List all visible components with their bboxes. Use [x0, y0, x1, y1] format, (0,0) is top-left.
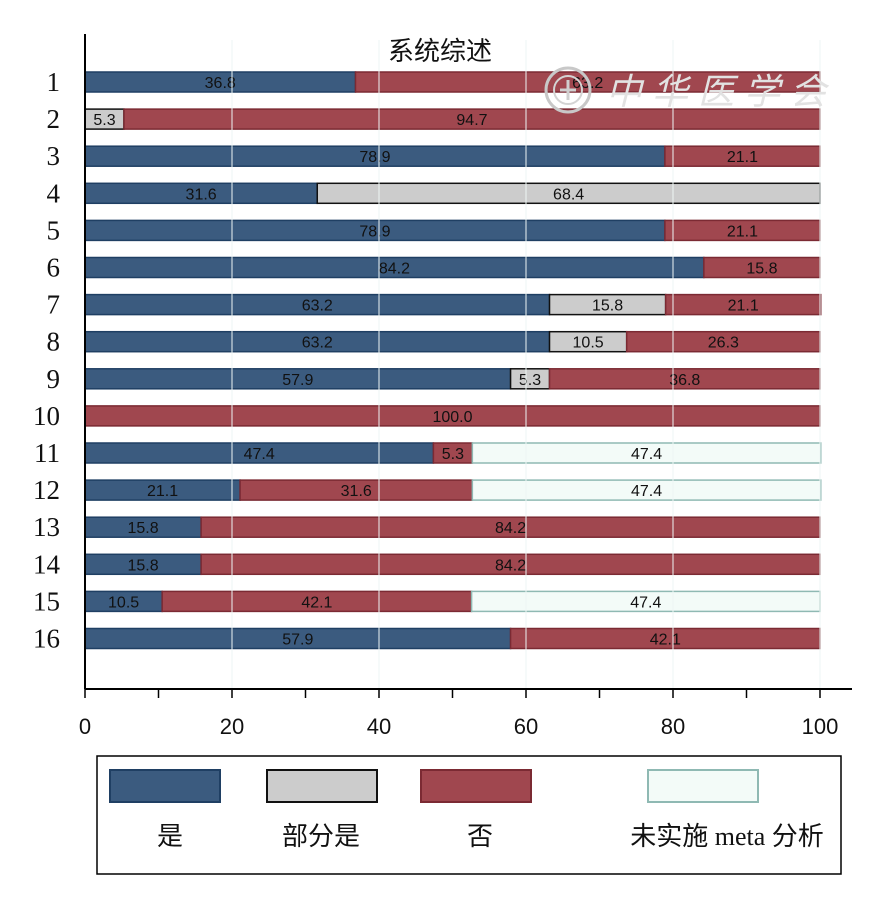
- x-tick-label: 0: [79, 714, 91, 739]
- bar-value-label: 78.9: [359, 223, 390, 240]
- legend-label-s2: 部分是: [282, 822, 360, 851]
- category-label-10: 10: [33, 401, 60, 431]
- category-label-12: 12: [33, 475, 60, 505]
- bar-value-label: 63.2: [302, 298, 333, 315]
- bar-value-label: 84.2: [495, 520, 526, 537]
- bar-segment-12-s4: [471, 479, 822, 501]
- category-label-4: 4: [47, 178, 61, 208]
- bar-value-label: 42.1: [650, 632, 681, 649]
- legend-swatch-s3: [420, 769, 532, 803]
- bar-row-16: 57.9 42.1: [84, 627, 821, 650]
- category-label-13: 13: [33, 512, 60, 542]
- bar-row-9: 57.9 5.3 36.8: [84, 368, 821, 390]
- watermark-logo: 中华医学会: [544, 66, 836, 114]
- bar-row-2: 5.3 94.7: [84, 108, 821, 130]
- legend-swatch-s4: [647, 769, 759, 803]
- x-tick-label: 60: [514, 714, 538, 739]
- bar-value-label: 21.1: [147, 483, 178, 500]
- bar-value-label: 84.2: [495, 557, 526, 574]
- category-label-16: 16: [33, 624, 60, 654]
- bar-value-label: 31.6: [341, 483, 372, 500]
- bar-value-label: 10.5: [108, 594, 139, 611]
- bar-row-12: 21.1 31.6 47.4: [84, 479, 822, 501]
- category-label-6: 6: [47, 253, 61, 283]
- bar-value-label: 63.2: [302, 335, 333, 352]
- bar-value-label: 100.0: [432, 409, 472, 426]
- category-label-1: 1: [47, 67, 61, 97]
- category-label-5: 5: [47, 215, 61, 245]
- bar-value-label: 5.3: [519, 372, 541, 389]
- bar-value-label: 47.4: [244, 446, 275, 463]
- bar-value-label: 47.4: [631, 446, 662, 463]
- bar-row-6: 84.2 15.8: [84, 256, 821, 279]
- legend-label-s4: 未实施 meta 分析: [630, 822, 824, 851]
- legend-label-s1: 是: [157, 822, 183, 851]
- category-label-8: 8: [47, 327, 61, 357]
- x-tick-label: 80: [661, 714, 685, 739]
- bar-value-label: 15.8: [746, 261, 777, 278]
- bar-value-label: 78.9: [359, 149, 390, 166]
- legend-swatch-s2: [266, 769, 378, 803]
- x-tick-label: 100: [802, 714, 839, 739]
- bar-row-11: 47.4 5.3 47.4: [84, 442, 822, 464]
- bar-segment-11-s4: [471, 442, 822, 464]
- bar-value-label: 15.8: [127, 520, 158, 537]
- bar-value-label: 94.7: [456, 112, 487, 129]
- bar-value-label: 47.4: [631, 483, 662, 500]
- category-label-15: 15: [33, 586, 60, 616]
- bar-row-3: 78.9 21.1: [84, 145, 821, 167]
- bar-value-label: 10.5: [573, 335, 604, 352]
- bar-value-label: 15.8: [127, 557, 158, 574]
- bar-value-label: 21.1: [728, 298, 759, 315]
- x-tick-label: 40: [367, 714, 391, 739]
- legend-swatch-s1: [109, 769, 221, 803]
- bar-row-7: 63.2 15.8 21.1: [84, 293, 822, 316]
- category-label-14: 14: [33, 549, 61, 579]
- bar-value-label: 31.6: [186, 186, 217, 203]
- bar-value-label: 21.1: [727, 149, 758, 166]
- bar-value-label: 15.8: [592, 298, 623, 315]
- category-label-2: 2: [47, 104, 61, 134]
- bar-value-label: 36.8: [669, 372, 700, 389]
- bar-value-label: 84.2: [379, 261, 410, 278]
- bar-row-14: 15.8 84.2: [84, 553, 821, 576]
- bar-value-label: 42.1: [301, 594, 332, 611]
- category-label-9: 9: [47, 364, 61, 394]
- bar-value-label: 5.3: [442, 446, 464, 463]
- bar-row-4: 31.6 68.4: [84, 182, 821, 205]
- x-tick-label: 20: [220, 714, 244, 739]
- legend: 是 部分是 否 未实施 meta 分析: [96, 755, 842, 875]
- watermark-text: 中华医学会: [606, 72, 836, 113]
- bar-value-label: 26.3: [708, 335, 739, 352]
- bar-row-8: 63.2 10.5 26.3: [84, 330, 821, 353]
- bar-value-label: 5.3: [93, 112, 115, 129]
- bar-value-label: 57.9: [282, 632, 313, 649]
- bar-row-13: 15.8 84.2: [84, 516, 821, 538]
- bars-layer: 36.8 63.2 5.3 94.7 78.9 21.1 31.6 68.4 78.9 21.1 8…: [84, 71, 822, 650]
- bar-row-5: 78.9 21.1: [84, 219, 821, 242]
- legend-label-s3: 否: [467, 822, 493, 851]
- category-label-11: 11: [34, 438, 60, 468]
- bar-value-label: 47.4: [630, 594, 661, 611]
- bar-value-label: 36.8: [205, 75, 236, 92]
- bar-value-label: 57.9: [282, 372, 313, 389]
- bar-value-label: 21.1: [727, 223, 758, 240]
- bar-value-label: 68.4: [553, 186, 584, 203]
- bar-row-15: 10.5 42.1 47.4: [84, 590, 821, 613]
- category-label-7: 7: [47, 290, 61, 320]
- chart-title: 系统综述: [388, 37, 492, 66]
- bar-row-10: 100.0: [84, 405, 821, 427]
- bar-segment-7-s3: [664, 293, 822, 316]
- category-label-3: 3: [47, 141, 61, 171]
